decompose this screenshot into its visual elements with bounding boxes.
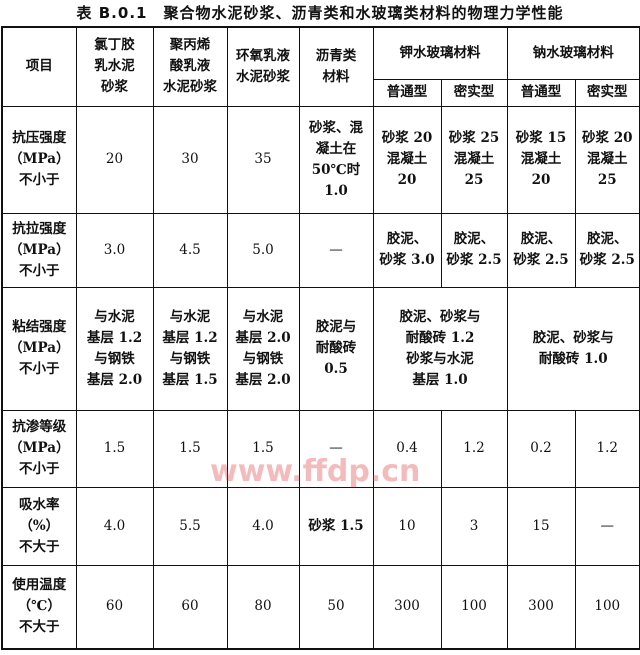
cell: 10: [372, 486, 442, 566]
cell: —: [298, 212, 374, 288]
cell: 3.0: [75, 212, 154, 288]
table-row: 吸水率 （%） 不大于 4.0 5.5 4.0 砂浆 1.5 10 3 15 —: [1, 486, 640, 566]
header-na-normal: 普通型: [506, 78, 576, 107]
row-label: 抗渗等级 （MPa） 不小于: [1, 409, 77, 488]
row-label: 使用温度 （℃） 不大于: [1, 564, 77, 650]
cell: 60: [152, 564, 228, 650]
header-neoprene: 氯丁胶 乳水泥 砂浆: [75, 26, 154, 107]
cell: —: [298, 409, 374, 488]
cell: 胶泥、 砂浆 2.5: [440, 212, 508, 288]
cell: 胶泥、 砂浆 2.5: [506, 212, 576, 288]
table-title: 表 B.0.1 聚合物水泥砂浆、沥青类和水玻璃类材料的物理力学性能: [76, 4, 564, 22]
header-k-normal: 普通型: [372, 78, 442, 107]
cell: 砂浆 25 混凝土 25: [440, 105, 508, 214]
cell: 0.4: [372, 409, 442, 488]
cell: 砂浆 1.5: [298, 486, 374, 566]
table-row: 使用温度 （℃） 不大于 60 60 80 50 300 100 300 100: [1, 564, 640, 650]
cell: —: [574, 486, 640, 566]
cell: 300: [372, 564, 442, 650]
row-label: 抗拉强度 （MPa） 不小于: [1, 212, 77, 288]
cell: 5.5: [152, 486, 228, 566]
table-row: 粘结强度 （MPa） 不小于 与水泥 基层 1.2 与钢铁 基层 2.0 与水泥…: [1, 286, 640, 411]
properties-table: 项目 氯丁胶 乳水泥 砂浆 聚丙烯 酸乳液 水泥砂浆 环氧乳液 水泥砂浆 沥青类…: [1, 26, 640, 650]
cell: 1.5: [75, 409, 154, 488]
cell: 与水泥 基层 1.2 与钢铁 基层 2.0: [75, 286, 154, 411]
header-na-dense: 密实型: [574, 78, 640, 107]
cell: 15: [506, 486, 576, 566]
cell: 50: [298, 564, 374, 650]
cell: 砂浆、混 凝土在 50℃时 1.0: [298, 105, 374, 214]
row-label: 抗压强度 （MPa） 不小于: [1, 105, 77, 214]
cell: 1.2: [574, 409, 640, 488]
header-potassium-glass: 钾水玻璃材料: [372, 26, 508, 80]
cell: 4.0: [75, 486, 154, 566]
cell: 胶泥、 砂浆 3.0: [372, 212, 442, 288]
cell: 35: [226, 105, 300, 214]
cell: 胶泥、砂浆与 耐酸砖 1.2 砂浆与水泥 基层 1.0: [372, 286, 508, 411]
row-label: 粘结强度 （MPa） 不小于: [1, 286, 77, 411]
cell: 1.2: [440, 409, 508, 488]
cell: 20: [75, 105, 154, 214]
header-asphalt: 沥青类 材料: [298, 26, 374, 107]
row-label: 吸水率 （%） 不大于: [1, 486, 77, 566]
cell: 300: [506, 564, 576, 650]
cell: 4.0: [226, 486, 300, 566]
cell: 100: [574, 564, 640, 650]
cell: 100: [440, 564, 508, 650]
header-epoxy: 环氧乳液 水泥砂浆: [226, 26, 300, 107]
cell: 与水泥 基层 2.0 与钢铁 基层 2.0: [226, 286, 300, 411]
cell: 60: [75, 564, 154, 650]
cell: 胶泥、砂浆与 耐酸砖 1.0: [506, 286, 640, 411]
header-acrylic: 聚丙烯 酸乳液 水泥砂浆: [152, 26, 228, 107]
cell: 30: [152, 105, 228, 214]
table-row: 抗渗等级 （MPa） 不小于 1.5 1.5 1.5 — 0.4 1.2 0.2…: [1, 409, 640, 488]
header-item: 项目: [1, 26, 77, 107]
cell: 5.0: [226, 212, 300, 288]
cell: 胶泥、 砂浆 2.5: [574, 212, 640, 288]
cell: 1.5: [152, 409, 228, 488]
cell: 与水泥 基层 1.2 与钢铁 基层 1.5: [152, 286, 228, 411]
table-row: 抗压强度 （MPa） 不小于 20 30 35 砂浆、混 凝土在 50℃时 1.…: [1, 105, 640, 214]
cell: 80: [226, 564, 300, 650]
watermark: www.ffdp.cn: [210, 454, 421, 489]
header-k-dense: 密实型: [440, 78, 508, 107]
cell: 砂浆 20 混凝土 25: [574, 105, 640, 214]
cell: 砂浆 20 混凝土 20: [372, 105, 442, 214]
cell: 胶泥与 耐酸砖 0.5: [298, 286, 374, 411]
cell: 0.2: [506, 409, 576, 488]
cell: 4.5: [152, 212, 228, 288]
table-row: 抗拉强度 （MPa） 不小于 3.0 4.5 5.0 — 胶泥、 砂浆 3.0 …: [1, 212, 640, 288]
cell: 砂浆 15 混凝土 20: [506, 105, 576, 214]
cell: 3: [440, 486, 508, 566]
header-sodium-glass: 钠水玻璃材料: [506, 26, 640, 80]
